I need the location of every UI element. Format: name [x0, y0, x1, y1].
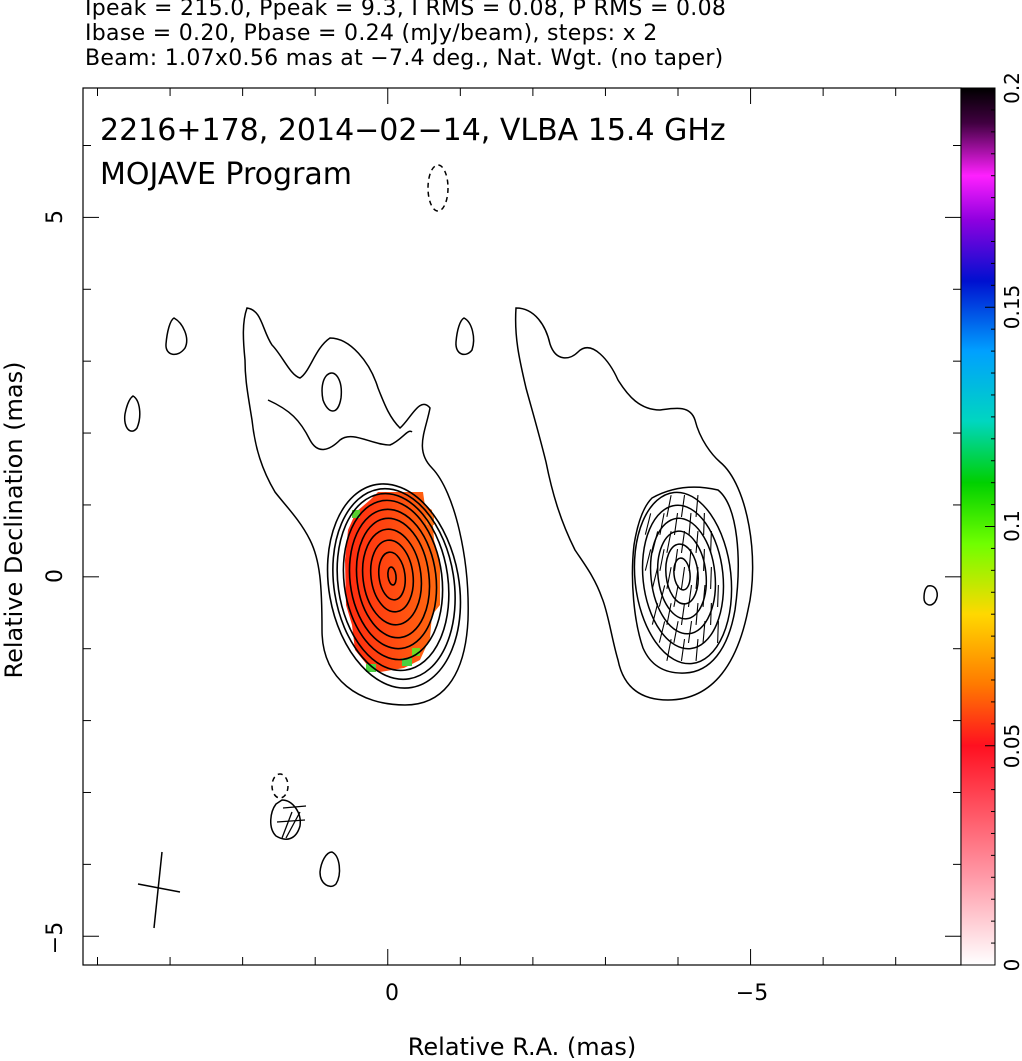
evpa-tick: [680, 567, 686, 589]
evpa-tick: [666, 603, 672, 625]
left-panel-contours: [123, 307, 475, 888]
evpa-tick: [666, 531, 672, 553]
evpa-tick: [687, 585, 693, 607]
evpa-tick: [659, 513, 665, 535]
pol-outer-contour: [514, 307, 754, 701]
y-axis-label: Relative Declination (mas): [0, 361, 28, 678]
evpa-tick: [651, 567, 659, 589]
evpa-tick: [680, 639, 686, 661]
evpa-tick: [658, 585, 666, 607]
evpa-tick: [717, 584, 719, 608]
colorbar: 0 0.05 0.1 0.15 0.2: [960, 72, 1022, 972]
stokes-i-core-contours: [326, 483, 462, 689]
evpa-tick: [680, 603, 686, 625]
header-line-1: Ipeak = 215.0, Ppeak = 9.3, I RMS = 0.08…: [85, 0, 727, 21]
header-line-2: Ibase = 0.20, Pbase = 0.24 (mJy/beam), s…: [85, 21, 658, 46]
evpa-tick: [695, 638, 699, 662]
x-tick-label-0: 0: [385, 981, 399, 1006]
evpa-tick: [673, 621, 679, 643]
evpa-tick: [666, 567, 672, 589]
evpa-tick: [702, 620, 706, 644]
x-tick-label-minus5: −5: [736, 981, 768, 1006]
evpa-tick: [659, 549, 665, 571]
evpa-tick: [695, 494, 699, 518]
evpa-tick: [710, 566, 712, 590]
evpa-tick: [673, 513, 679, 535]
axis-ticks: [83, 88, 961, 965]
evpa-tick: [695, 566, 699, 590]
evpa-tick: [644, 549, 652, 571]
evpa-tick: [703, 512, 705, 536]
evpa-ticks: [644, 494, 719, 662]
x-axis-label: Relative R.A. (mas): [408, 1033, 636, 1061]
x-tick-labels: 0 −5: [385, 981, 768, 1006]
noise-vectors: [276, 805, 307, 839]
colorbar-label-0.05: 0.05: [1000, 724, 1022, 769]
evpa-tick: [688, 512, 692, 536]
evpa-tick: [695, 602, 699, 626]
chart-subtitle: MOJAVE Program: [100, 157, 352, 192]
evpa-tick: [651, 531, 659, 553]
beam-marker: [137, 851, 181, 929]
colorbar-label-0.1: 0.1: [1000, 510, 1022, 542]
colorbar-label-0.2: 0.2: [1000, 72, 1022, 104]
evpa-tick: [644, 513, 652, 535]
evpa-tick: [658, 621, 666, 643]
evpa-tick: [703, 548, 705, 572]
evpa-tick: [710, 602, 712, 626]
colorbar-label-0.15: 0.15: [1000, 285, 1022, 330]
evpa-tick: [695, 530, 699, 554]
evpa-tick: [673, 549, 679, 571]
plot-frame: [82, 87, 962, 966]
evpa-tick: [688, 548, 692, 572]
evpa-tick: [710, 530, 712, 554]
evpa-tick: [717, 620, 719, 644]
evpa-tick: [666, 639, 672, 661]
stokes-i-outer-contour: [242, 307, 469, 706]
evpa-tick: [666, 495, 672, 517]
evpa-tick: [687, 621, 693, 643]
right-panel-contours: [514, 307, 938, 701]
evpa-tick: [673, 585, 679, 607]
chart-title: 2216+178, 2014−02−14, VLBA 15.4 GHz: [100, 113, 726, 148]
y-tick-labels: 5 0 −5: [43, 210, 68, 954]
colorbar-label-0: 0: [1000, 959, 1022, 972]
y-tick-label-5: 5: [43, 210, 68, 224]
negative-contours: [271, 164, 449, 799]
evpa-tick: [680, 495, 686, 517]
evpa-tick: [702, 584, 706, 608]
y-tick-label-minus5: −5: [43, 922, 68, 954]
y-tick-label-0: 0: [43, 569, 68, 583]
evpa-tick: [680, 531, 686, 553]
header-line-3: Beam: 1.07x0.56 mas at −7.4 deg., Nat. W…: [85, 46, 724, 71]
evpa-tick: [651, 603, 659, 625]
